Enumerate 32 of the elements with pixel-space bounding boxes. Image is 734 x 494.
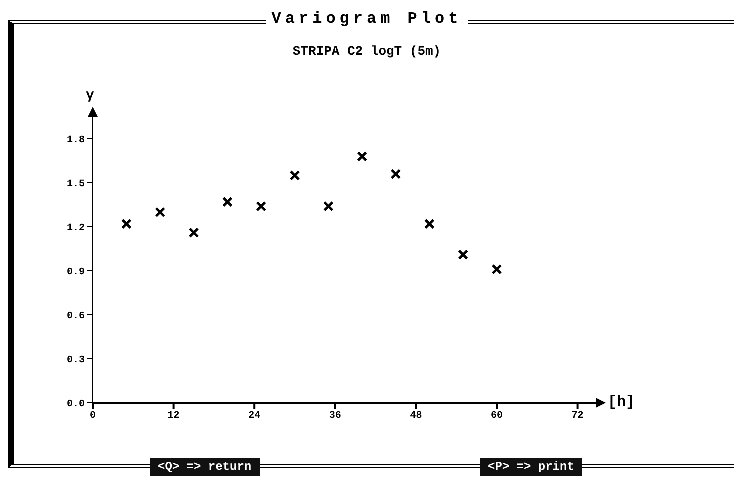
point	[290, 170, 300, 181]
x-axis-title: [h]	[608, 394, 636, 411]
x-tick-label: 36	[329, 411, 342, 422]
x-tick-label: 12	[168, 411, 180, 422]
chart-title: Variogram Plot	[266, 10, 468, 28]
point	[222, 196, 233, 208]
chart-subtitle: STRIPA C2 logT (5m)	[292, 44, 442, 59]
y-tick-label: 0.3	[66, 356, 85, 367]
y-tick-label: 1.2	[66, 224, 85, 235]
point	[188, 228, 200, 238]
text: <P> => print	[480, 458, 582, 476]
y-tick-label: 1.8	[66, 136, 85, 147]
x-tick-label: 60	[490, 411, 504, 422]
point	[424, 218, 435, 230]
point	[390, 168, 402, 180]
y-axis-title: γ	[86, 88, 94, 104]
point	[155, 207, 166, 218]
y-tick-label: 0.0	[66, 400, 85, 411]
x-tick-label: 72	[572, 411, 584, 422]
point	[357, 151, 368, 162]
y-tick-label: 0.9	[66, 268, 85, 279]
point	[323, 201, 334, 212]
text: <Q> => return	[150, 458, 260, 476]
point	[121, 218, 132, 230]
point	[256, 201, 267, 212]
x-tick-label: 0	[90, 411, 96, 422]
y-tick-label: 1.5	[66, 180, 85, 191]
x-tick-label: 48	[410, 411, 422, 422]
y-tick-label: 0.6	[66, 312, 85, 323]
point	[458, 250, 469, 260]
x-tick-label: 24	[248, 411, 261, 422]
point	[492, 264, 502, 275]
